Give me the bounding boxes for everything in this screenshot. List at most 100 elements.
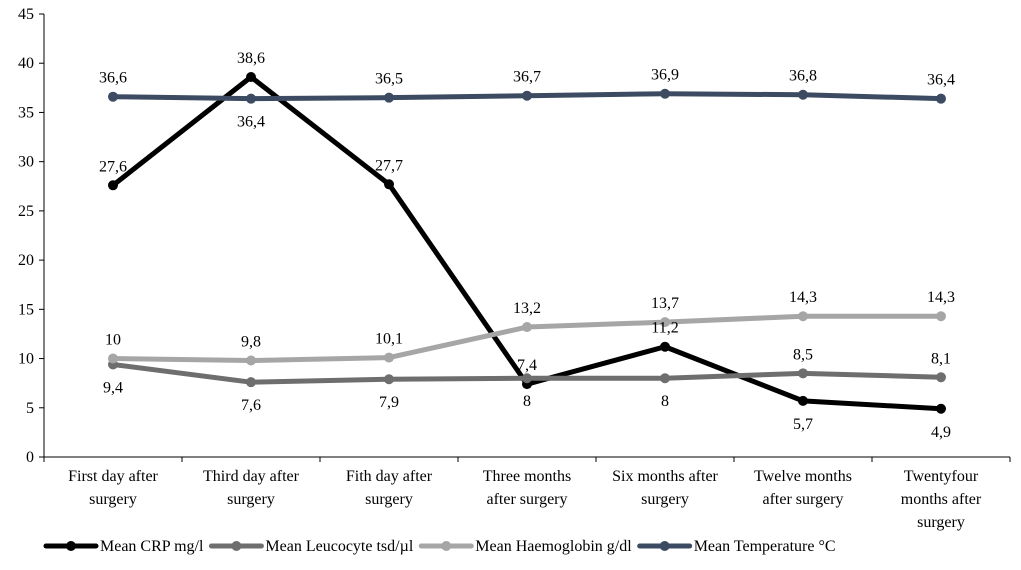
data-point — [936, 403, 946, 414]
series-2 — [108, 311, 946, 366]
data-label: 10,1 — [375, 331, 403, 348]
x-tick-label-line: Twelve months — [754, 468, 852, 485]
legend-item: Mean CRP mg/l — [43, 538, 204, 555]
data-label: 36,4 — [237, 114, 265, 131]
legend: Mean CRP mg/l Mean Leucocyte tsd/µl Mean H… — [43, 538, 836, 555]
x-tick-label-line: after surgery — [763, 491, 844, 508]
y-tick-label: 35 — [18, 104, 34, 121]
data-label: 5,7 — [793, 416, 813, 433]
y-tick-label: 0 — [26, 449, 34, 466]
data-label: 8,5 — [793, 346, 813, 363]
data-point — [246, 93, 256, 104]
data-point — [246, 377, 256, 388]
data-label: 14,3 — [789, 289, 817, 306]
y-tick-label: 40 — [18, 55, 34, 72]
data-point — [108, 353, 118, 364]
data-point — [936, 93, 946, 104]
y-tick-label: 45 — [18, 6, 34, 23]
x-tick-label-line: First day after — [68, 468, 158, 485]
x-tick-label-line: surgery — [365, 491, 413, 508]
data-point — [798, 311, 808, 322]
data-label: 8 — [523, 393, 531, 410]
legend-swatch-marker — [66, 541, 76, 551]
data-point — [108, 91, 118, 102]
data-point — [936, 372, 946, 383]
data-label: 10 — [105, 332, 121, 349]
data-point — [798, 395, 808, 406]
x-tick-label-line: Fith day after — [346, 468, 433, 485]
x-tick-label: Six months after surgery — [612, 468, 718, 508]
x-tick-label: Third day after surgery — [203, 468, 300, 508]
legend-item: Mean Haemoglobin g/dl — [418, 538, 632, 555]
legend-label: Mean Leucocyte tsd/µl — [265, 538, 413, 555]
data-label: 11,2 — [651, 320, 678, 337]
legend-item: Mean Leucocyte tsd/µl — [208, 538, 414, 555]
data-label: 36,7 — [513, 69, 541, 86]
x-tick-label: Twentyfour months after surgery — [901, 468, 982, 531]
axes: 0 5 10 15 20 25 30 35 40 45 First day after surgery… — [18, 6, 1011, 531]
x-tick-label-line: Six months after — [612, 468, 718, 485]
series-0 — [108, 72, 946, 414]
data-label: 8 — [661, 393, 669, 410]
data-point — [384, 179, 394, 190]
data-label: 7,9 — [379, 394, 399, 411]
x-tick-label-line: surgery — [227, 491, 275, 508]
y-tick-label: 10 — [18, 351, 34, 368]
data-point — [660, 88, 670, 99]
y-tick-label: 20 — [18, 252, 34, 269]
x-tick-label-line: months after — [901, 491, 982, 508]
x-tick-label: First day after surgery — [68, 468, 158, 508]
data-label: 7,6 — [241, 397, 261, 414]
x-tick-label: Three months after surgery — [483, 468, 571, 508]
data-label: 9,8 — [241, 334, 261, 351]
data-point — [246, 355, 256, 366]
data-label: 27,6 — [99, 158, 127, 175]
data-point — [108, 180, 118, 191]
data-point — [660, 373, 670, 384]
data-point — [798, 368, 808, 379]
data-label: 36,6 — [99, 70, 127, 87]
y-tick-label: 30 — [18, 154, 34, 171]
x-tick-label-line: after surgery — [487, 491, 568, 508]
data-point — [246, 72, 256, 83]
data-point — [660, 341, 670, 352]
x-tick-label-line: Three months — [483, 468, 571, 485]
data-label: 36,5 — [375, 71, 403, 88]
x-tick-label: Fith day after surgery — [346, 468, 433, 508]
data-label: 4,9 — [931, 424, 951, 441]
data-point — [660, 317, 670, 328]
y-tick-label: 15 — [18, 301, 34, 318]
x-tick-label: Twelve months after surgery — [754, 468, 852, 508]
data-label: 38,6 — [237, 50, 265, 67]
legend-swatch-marker — [231, 541, 242, 551]
x-tick-label-line: Third day after — [203, 468, 300, 485]
data-labels: 27,6 38,6 27,7 7,4 11,2 5,7 4,9 9,4 7,6 7,9 8 8 8,5 8… — [99, 50, 955, 441]
data-label: 27,7 — [375, 157, 403, 174]
legend-label: Mean Haemoglobin g/dl — [475, 538, 632, 555]
data-label: 7,4 — [517, 357, 537, 374]
data-point — [522, 373, 532, 384]
series-3 — [108, 88, 946, 104]
data-point — [798, 89, 808, 100]
data-label: 36,4 — [927, 72, 955, 89]
data-label: 8,1 — [931, 350, 951, 367]
y-tick-label: 25 — [18, 203, 34, 220]
data-point — [384, 374, 394, 385]
data-point — [522, 322, 532, 333]
legend-label: Mean CRP mg/l — [100, 538, 204, 555]
x-tick-label-line: surgery — [641, 491, 689, 508]
x-tick-label-line: surgery — [89, 491, 137, 508]
data-label: 36,8 — [789, 68, 817, 85]
series-1 — [108, 359, 946, 388]
data-point — [522, 90, 532, 101]
data-point — [384, 352, 394, 363]
data-point — [384, 92, 394, 103]
legend-label: Mean Temperature °C — [694, 538, 836, 555]
data-label: 13,2 — [513, 300, 541, 317]
x-tick-label-line: Twentyfour — [904, 468, 979, 485]
series-layer — [108, 72, 946, 414]
legend-item: Mean Temperature °C — [637, 538, 836, 555]
data-label: 14,3 — [927, 289, 955, 306]
data-label: 36,9 — [651, 67, 679, 84]
